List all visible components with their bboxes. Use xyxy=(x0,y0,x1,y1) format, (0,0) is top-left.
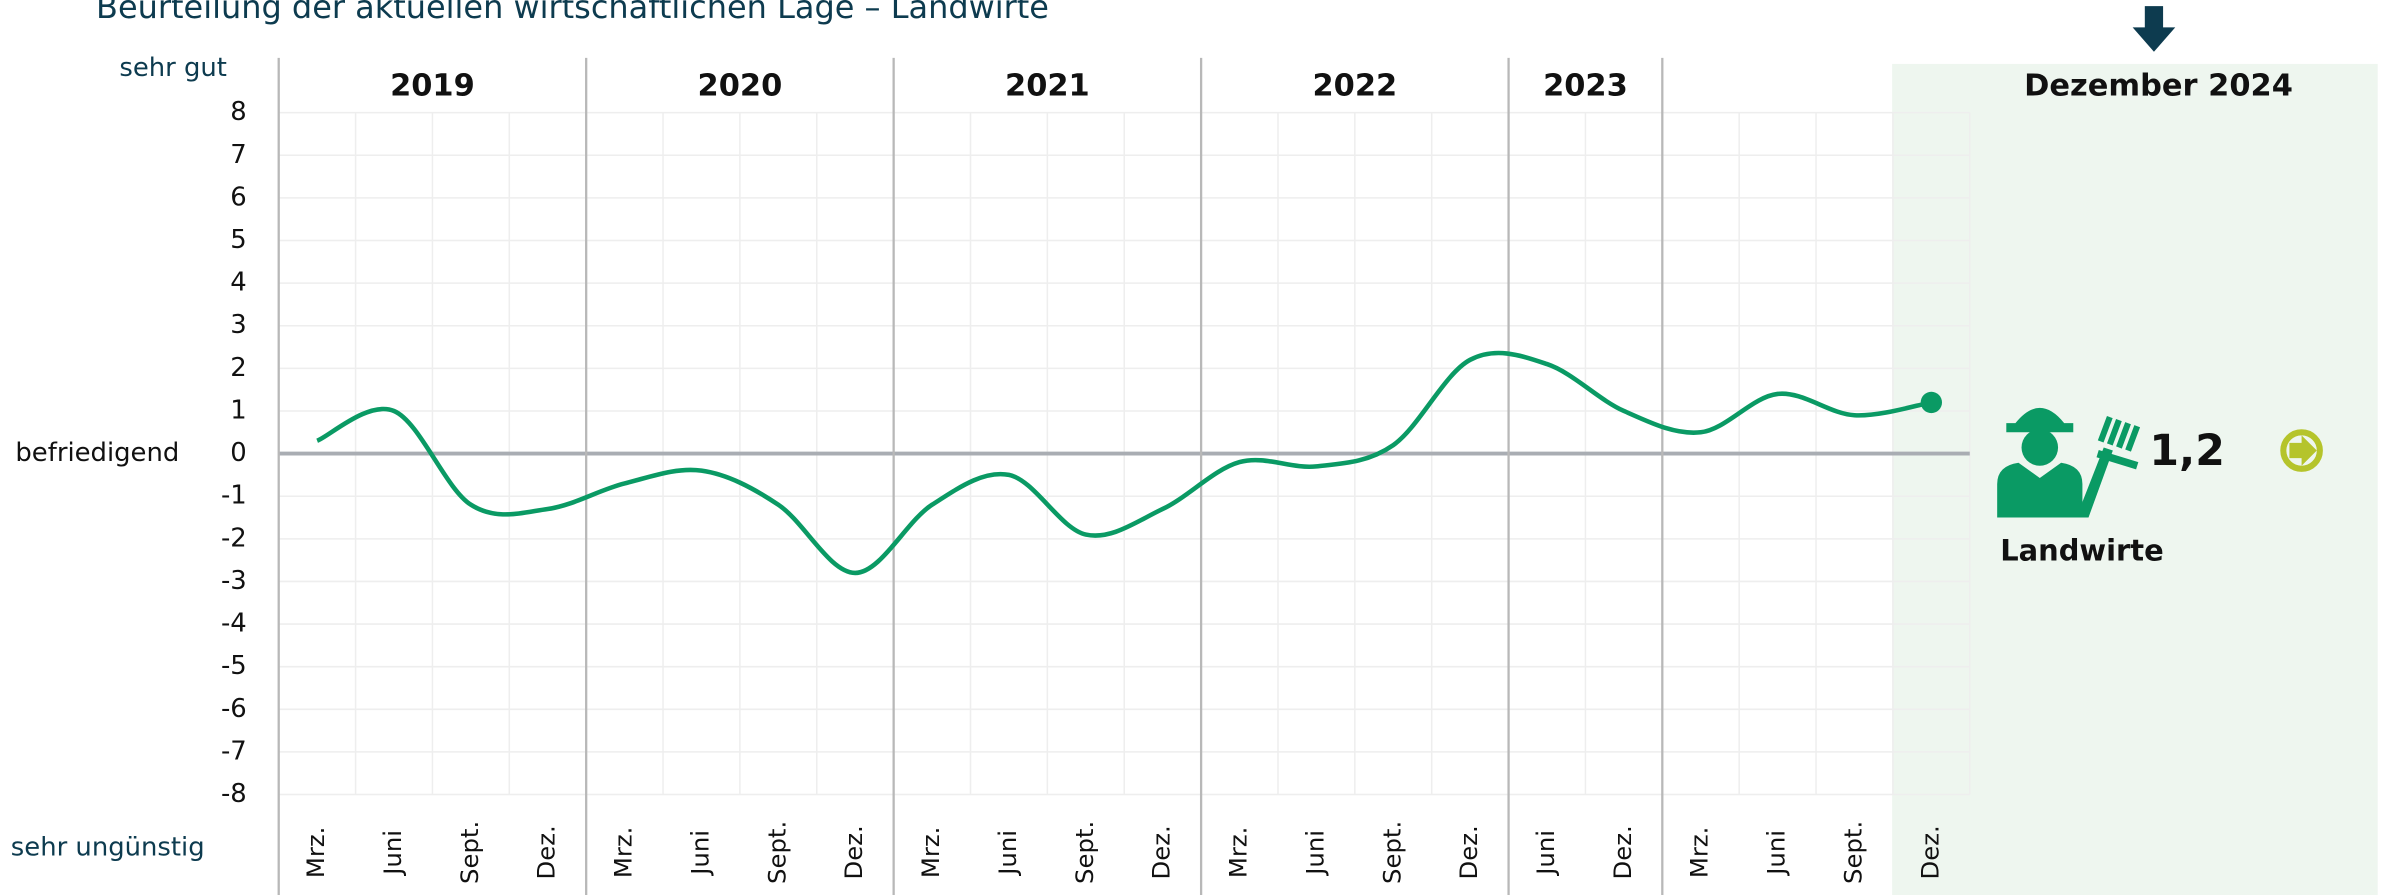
y-tick-label: -2 xyxy=(221,523,247,553)
y-tick-label: 8 xyxy=(230,97,246,127)
y-tick-label: -6 xyxy=(221,694,247,724)
x-tick-label: Mrz. xyxy=(1224,827,1253,879)
series-line xyxy=(316,350,1932,576)
year-label: 2021 xyxy=(1005,68,1090,103)
x-tick-label: Juni xyxy=(993,830,1022,877)
y-tick-label: 4 xyxy=(230,268,246,298)
x-tick-label: Juni xyxy=(1531,830,1560,877)
value-label: 1,2 xyxy=(2149,426,2224,476)
x-tick-label: Dez. xyxy=(532,825,561,879)
x-tick-label: Dez. xyxy=(1454,825,1483,879)
y-tick-label: 0 xyxy=(230,438,246,468)
down-arrow-icon xyxy=(2132,6,2176,52)
y-tick-label: 3 xyxy=(230,310,246,340)
x-tick-label: Sept. xyxy=(1377,821,1406,884)
x-tick-label: Juni xyxy=(1762,830,1791,877)
x-tick-label: Sept. xyxy=(455,821,484,884)
y-tick-label: -8 xyxy=(221,779,247,809)
end-point xyxy=(1920,391,1942,414)
year-label: 2022 xyxy=(1312,68,1397,103)
y-tick-label: -1 xyxy=(221,481,247,511)
legend-label: Landwirte xyxy=(2000,534,2163,568)
x-tick-label: Juni xyxy=(1300,830,1329,877)
y-mid-label: befriedigend xyxy=(15,438,179,468)
x-tick-label: Mrz. xyxy=(609,827,638,879)
year-label: 2020 xyxy=(698,68,783,103)
y-tick-label: 7 xyxy=(230,140,246,170)
y-tick-label: -5 xyxy=(221,651,247,681)
x-tick-label: Mrz. xyxy=(916,827,945,879)
y-tick-label: -4 xyxy=(221,609,247,639)
x-tick-label: Sept. xyxy=(1070,821,1099,884)
x-tick-label: Sept. xyxy=(762,821,791,884)
x-tick-label: Dez. xyxy=(1915,825,1944,879)
chart-title: Beurteilung der aktuellen wirtschaftlich… xyxy=(96,0,1049,26)
x-tick-label: Juni xyxy=(378,830,407,877)
y-top-label: sehr gut xyxy=(119,53,227,83)
y-tick-label: 6 xyxy=(230,182,246,212)
y-tick-label: -7 xyxy=(221,736,247,766)
y-tick-label: 2 xyxy=(230,353,246,383)
y-tick-label: 5 xyxy=(230,225,246,255)
y-tick-label: 1 xyxy=(230,395,246,425)
y-tick-label: -3 xyxy=(221,566,247,596)
farmer-icon xyxy=(1997,407,2141,518)
x-tick-label: Dez. xyxy=(1147,825,1176,879)
y-bottom-label: sehr ungünstig xyxy=(11,832,205,862)
x-tick-label: Mrz. xyxy=(301,827,330,879)
year-label: 2023 xyxy=(1543,68,1628,103)
highlight-label: Dezember 2024 xyxy=(2024,68,2293,103)
highlight-band xyxy=(1892,63,2378,895)
x-tick-label: Dez. xyxy=(839,825,868,879)
year-label: 2019 xyxy=(390,68,475,103)
x-tick-label: Dez. xyxy=(1608,825,1637,879)
x-tick-label: Juni xyxy=(685,830,714,877)
x-tick-label: Mrz. xyxy=(1685,827,1714,879)
x-tick-label: Sept. xyxy=(1838,821,1867,884)
